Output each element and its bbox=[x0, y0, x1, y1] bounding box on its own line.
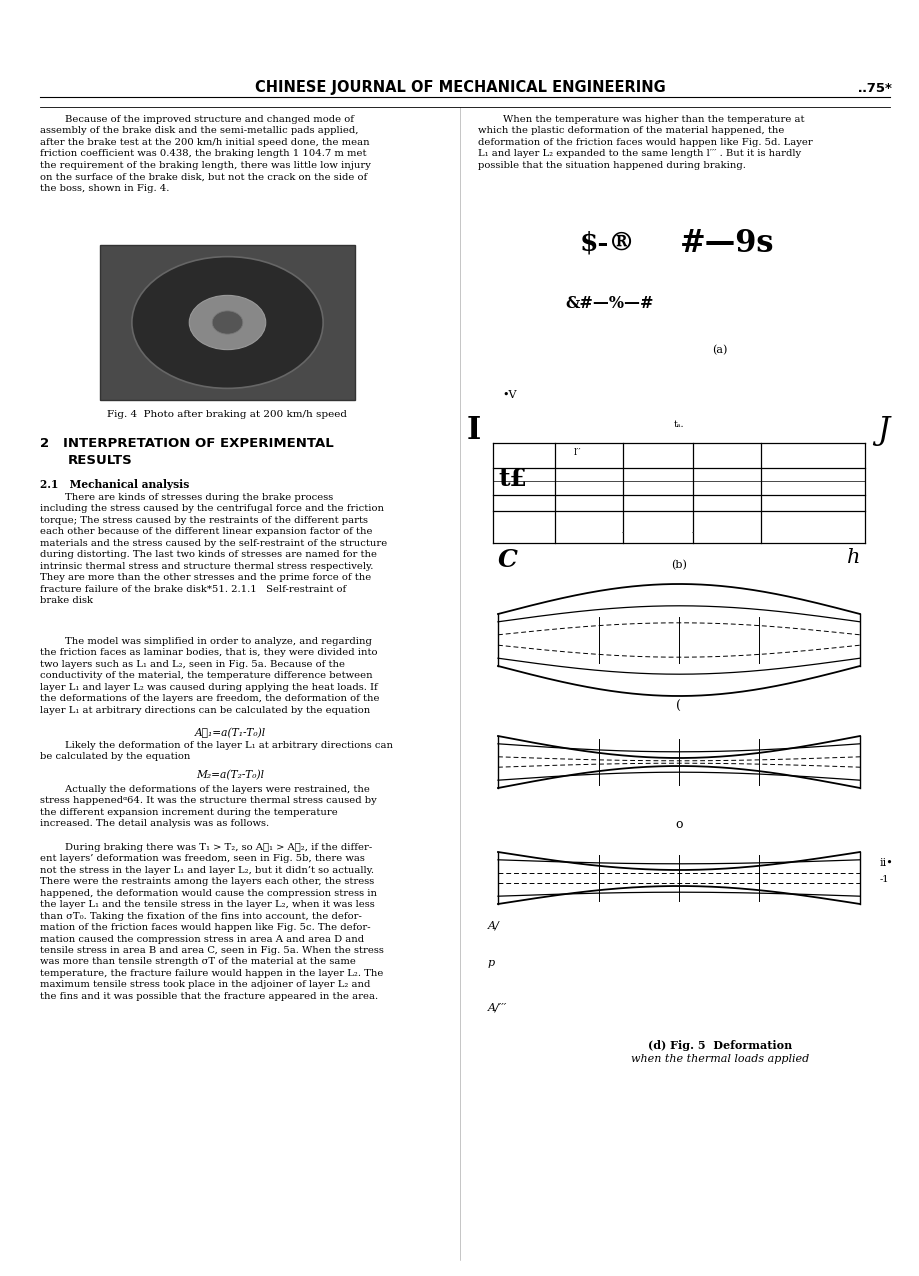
Text: when the thermal loads applied: when the thermal loads applied bbox=[630, 1054, 808, 1064]
Text: ii•: ii• bbox=[879, 857, 892, 868]
Text: Fig. 4  Photo after braking at 200 km/h speed: Fig. 4 Photo after braking at 200 km/h s… bbox=[108, 410, 347, 419]
Text: tₐ.: tₐ. bbox=[673, 420, 684, 429]
Text: A/′′′: A/′′′ bbox=[487, 1003, 506, 1013]
Text: $-®: $-® bbox=[579, 230, 635, 255]
Text: The model was simplified in order to analyze, and regarding
the friction faces a: The model was simplified in order to ana… bbox=[40, 637, 380, 715]
Text: There are kinds of stresses during the brake process
including the stress caused: There are kinds of stresses during the b… bbox=[40, 493, 387, 605]
Text: -1: -1 bbox=[879, 875, 889, 884]
Text: l′′: l′′ bbox=[573, 448, 581, 457]
Text: During braking there was T₁ > T₂, so Aℓ₁ > Aℓ₂, if the differ-
ent layers’ defor: During braking there was T₁ > T₂, so Aℓ₁… bbox=[40, 843, 383, 1000]
Text: (b): (b) bbox=[670, 560, 686, 570]
Text: (d) Fig. 5  Deformation: (d) Fig. 5 Deformation bbox=[647, 1040, 791, 1051]
Text: Actually the deformations of the layers were restrained, the
stress happenedᵅ64.: Actually the deformations of the layers … bbox=[40, 785, 377, 828]
Ellipse shape bbox=[189, 295, 266, 350]
Text: C: C bbox=[497, 547, 517, 572]
Text: #—9s: #—9s bbox=[679, 228, 774, 259]
Text: Likely the deformation of the layer L₁ at arbitrary directions can
be calculated: Likely the deformation of the layer L₁ a… bbox=[40, 741, 392, 762]
Text: When the temperature was higher than the temperature at
which the plastic deform: When the temperature was higher than the… bbox=[478, 115, 811, 170]
Text: Aℓ₁=a(T₁-T₀)l: Aℓ₁=a(T₁-T₀)l bbox=[194, 727, 266, 738]
Text: o: o bbox=[675, 818, 682, 831]
Text: I: I bbox=[466, 415, 481, 447]
Ellipse shape bbox=[212, 311, 243, 334]
Text: p: p bbox=[487, 958, 494, 968]
Text: ·: · bbox=[690, 528, 694, 538]
Text: Because of the improved structure and changed mode of
assembly of the brake disk: Because of the improved structure and ch… bbox=[40, 115, 370, 193]
Text: A/: A/ bbox=[487, 920, 499, 930]
Text: ‥75*: ‥75* bbox=[857, 82, 891, 94]
Text: (a): (a) bbox=[711, 345, 727, 355]
Bar bbox=[100, 245, 355, 399]
Text: J: J bbox=[876, 415, 889, 447]
Text: RESULTS: RESULTS bbox=[68, 454, 132, 467]
Text: •V: •V bbox=[502, 390, 516, 399]
Ellipse shape bbox=[131, 256, 323, 388]
Text: h: h bbox=[845, 547, 859, 567]
Text: 2.1   Mechanical analysis: 2.1 Mechanical analysis bbox=[40, 478, 189, 490]
Text: M₂=a(T₂-T₀)l: M₂=a(T₂-T₀)l bbox=[196, 769, 264, 781]
Text: 2   INTERPRETATION OF EXPERIMENTAL: 2 INTERPRETATION OF EXPERIMENTAL bbox=[40, 436, 334, 450]
Text: ·: · bbox=[620, 528, 624, 538]
Text: t£: t£ bbox=[497, 467, 527, 491]
Text: (: ( bbox=[675, 701, 681, 713]
Text: &#—%—#: &#—%—# bbox=[564, 295, 652, 313]
Text: CHINESE JOURNAL OF MECHANICAL ENGINEERING: CHINESE JOURNAL OF MECHANICAL ENGINEERIN… bbox=[255, 80, 664, 94]
